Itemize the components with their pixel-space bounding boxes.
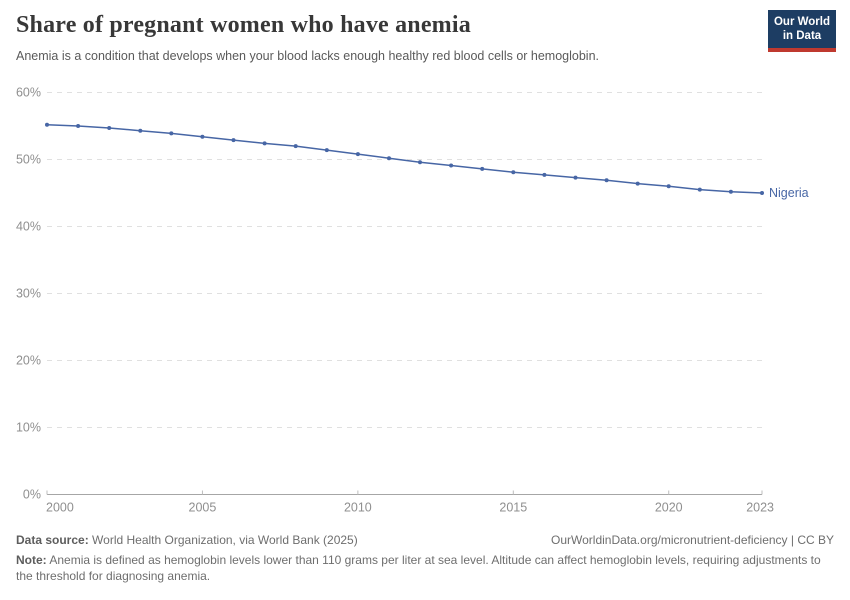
series-end-label[interactable]: Nigeria xyxy=(769,186,809,200)
data-point[interactable] xyxy=(262,141,267,146)
footer-source-row: Data source: World Health Organization, … xyxy=(16,532,834,549)
y-tick-label: 60% xyxy=(16,86,41,100)
data-point[interactable] xyxy=(138,128,143,133)
chart-header: Share of pregnant women who have anemia … xyxy=(16,12,754,64)
chart-footer: Data source: World Health Organization, … xyxy=(16,532,834,585)
x-tick-label: 2005 xyxy=(189,501,217,515)
owid-logo-line2: in Data xyxy=(782,30,822,42)
footer-note: Note: Anemia is defined as hemoglobin le… xyxy=(16,552,834,585)
x-tick-label: 2010 xyxy=(344,501,372,515)
data-point[interactable] xyxy=(573,175,578,180)
data-point[interactable] xyxy=(542,172,547,177)
data-point[interactable] xyxy=(449,163,454,168)
line-chart: 0% 10% 20% 30% 40% 50% 60% 2000 2005 2010 2015 2020… xyxy=(16,86,809,515)
y-tick-label: 30% xyxy=(16,287,41,301)
data-point[interactable] xyxy=(45,122,49,127)
owid-logo[interactable]: Our World in Data xyxy=(768,10,836,52)
data-point[interactable] xyxy=(324,148,329,153)
y-tick-label: 0% xyxy=(23,488,41,502)
data-point[interactable] xyxy=(387,156,391,161)
x-tick-label: 2015 xyxy=(499,501,527,515)
data-point[interactable] xyxy=(418,160,422,165)
data-point[interactable] xyxy=(169,131,174,136)
data-point[interactable] xyxy=(231,138,236,143)
owid-citation-link[interactable]: OurWorldinData.org/micronutrient-deficie… xyxy=(551,533,834,547)
x-tick-label: 2000 xyxy=(46,501,74,515)
data-point[interactable] xyxy=(728,189,733,194)
chart-title: Share of pregnant women who have anemia xyxy=(16,12,471,38)
data-point[interactable] xyxy=(293,144,298,149)
data-point[interactable] xyxy=(760,191,764,195)
data-source-label: Data source: xyxy=(16,533,89,547)
x-tick-label: 2023 xyxy=(746,501,774,515)
data-point[interactable] xyxy=(107,126,112,130)
y-tick-label: 50% xyxy=(16,153,41,167)
data-point[interactable] xyxy=(635,181,640,186)
note-label: Note: xyxy=(16,552,47,567)
data-point[interactable] xyxy=(76,124,81,128)
owid-logo-line1: Our World xyxy=(773,15,830,28)
x-tick-label: 2020 xyxy=(655,501,683,515)
data-point[interactable] xyxy=(697,187,702,192)
data-point[interactable] xyxy=(200,134,205,139)
series-line[interactable] xyxy=(46,123,763,194)
note-value: Anemia is defined as hemoglobin levels l… xyxy=(16,552,821,584)
y-tick-label: 20% xyxy=(16,354,41,368)
data-point[interactable] xyxy=(666,184,671,189)
data-point[interactable] xyxy=(604,178,609,183)
data-source-text: Data source: World Health Organization, … xyxy=(16,532,358,549)
y-tick-label: 10% xyxy=(16,421,41,435)
data-point[interactable] xyxy=(511,170,516,175)
data-point[interactable] xyxy=(480,166,485,171)
data-point[interactable] xyxy=(355,152,360,157)
data-source-value: World Health Organization, via World Ban… xyxy=(88,533,358,547)
chart-subtitle: Anemia is a condition that develops when… xyxy=(16,49,600,63)
y-tick-label: 40% xyxy=(16,220,41,234)
